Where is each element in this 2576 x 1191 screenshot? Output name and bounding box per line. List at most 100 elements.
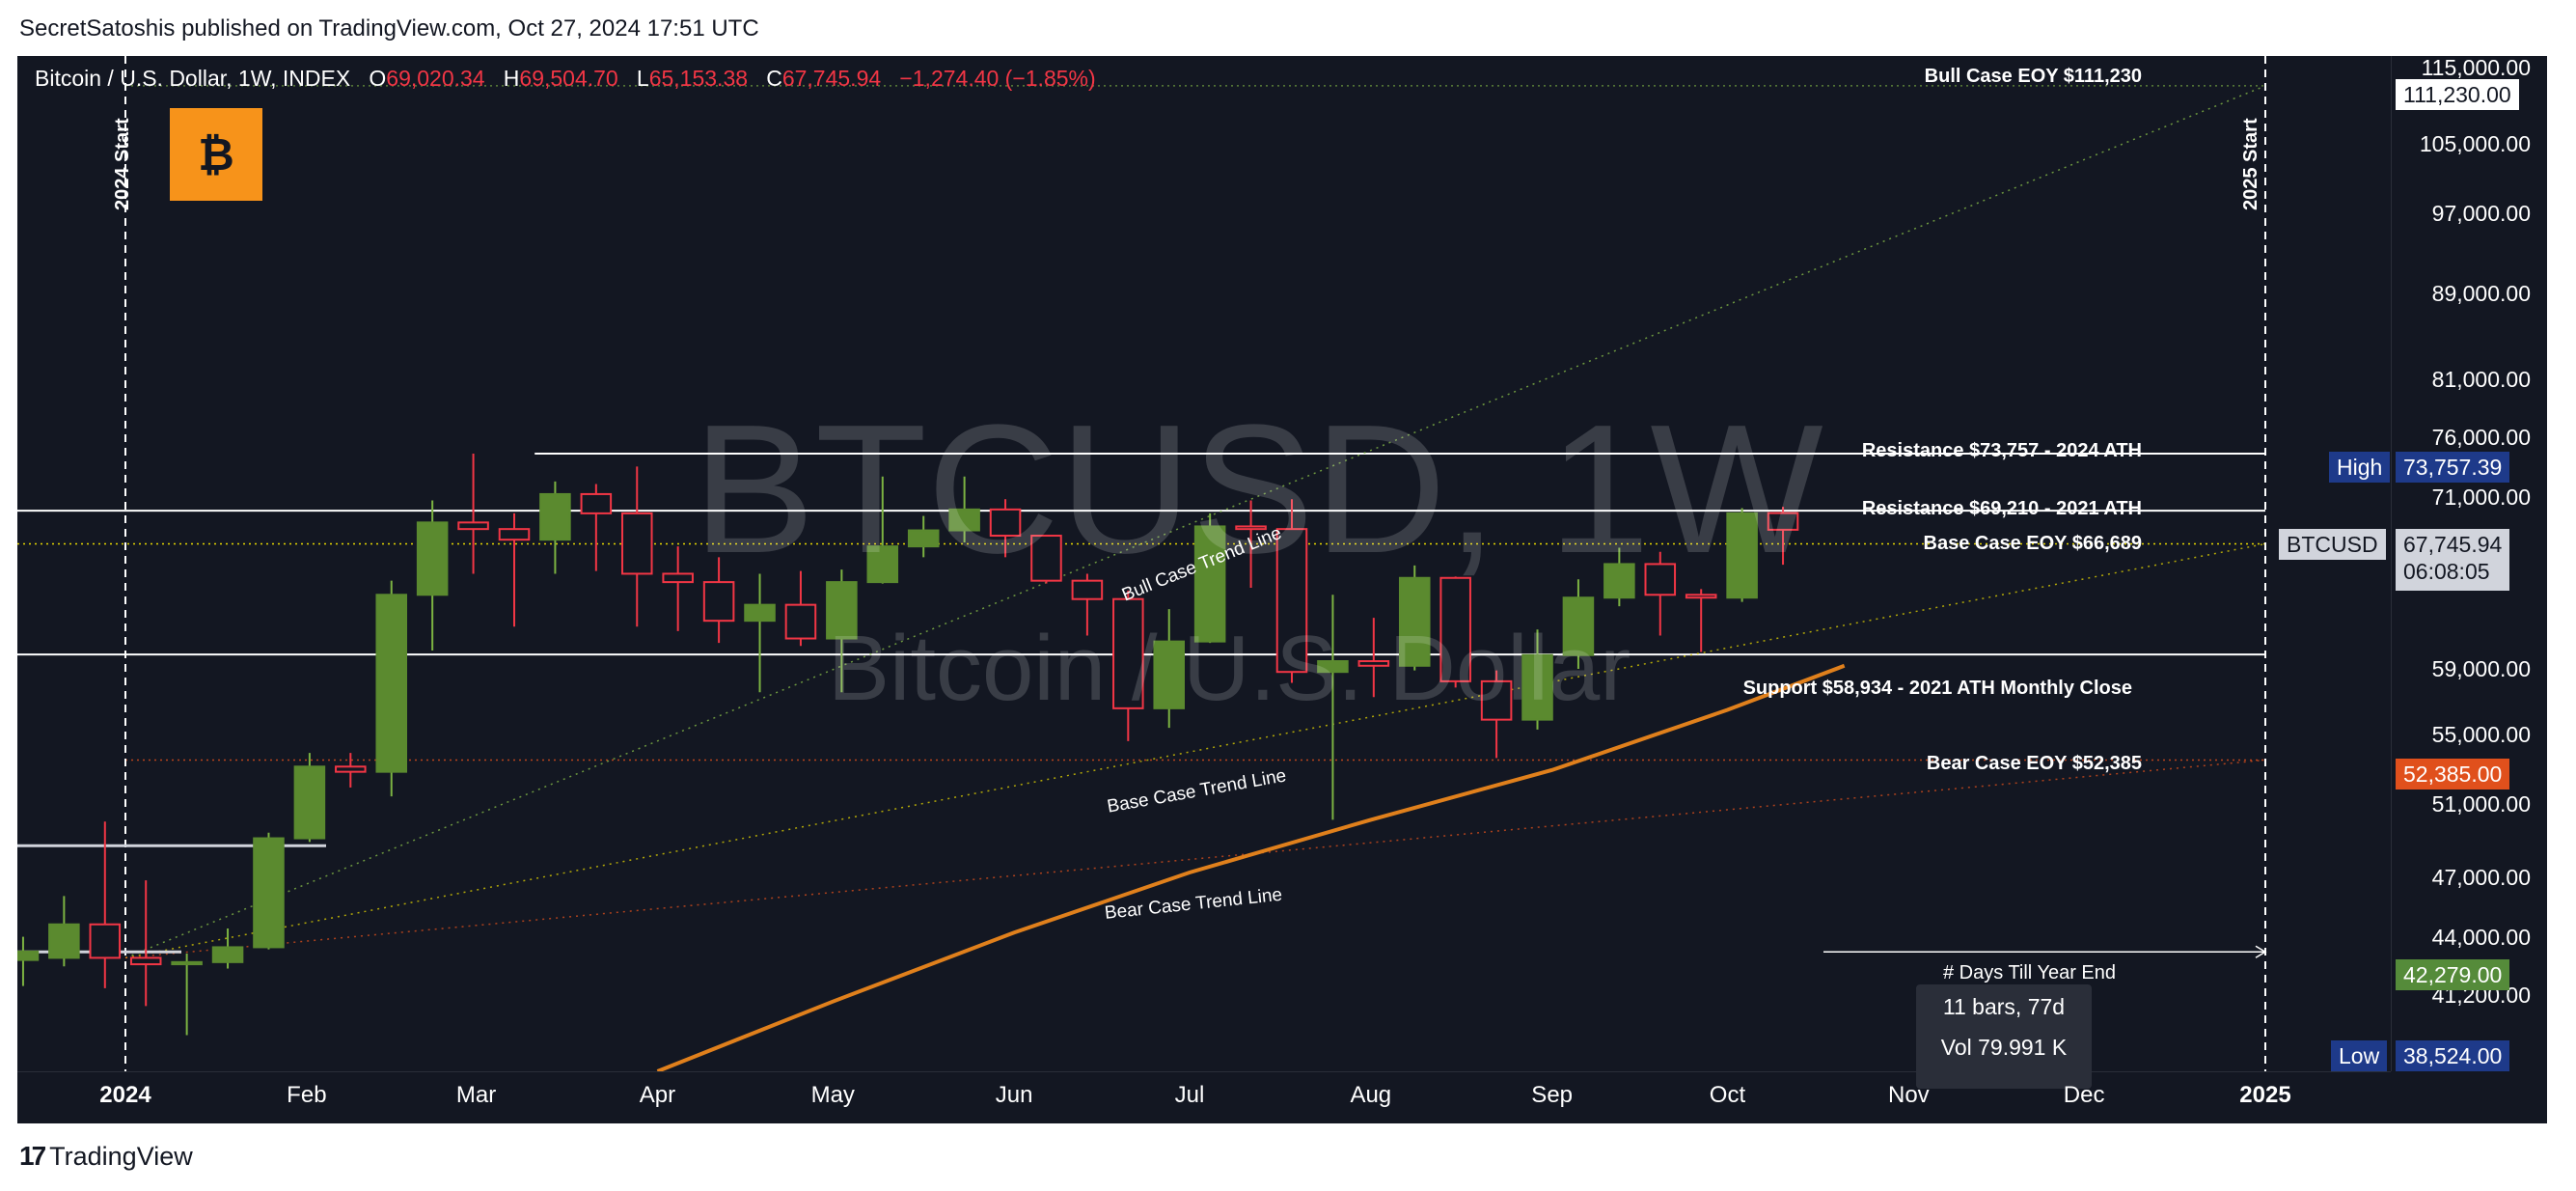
base-case-label: Base Case EOY $66,689 (1923, 533, 2142, 554)
candle-body-2024-08-05 (1398, 576, 1431, 667)
candle-body-2023-12-25 (89, 923, 122, 959)
bitcoin-logo-icon: ₿ (170, 108, 262, 201)
low-price-tag: 38,524.00 (2396, 1040, 2510, 1071)
last-price-tag: 67,745.94 06:08:05 (2396, 529, 2510, 591)
legend-close-value: 67,745.94 (781, 66, 882, 91)
candle-body-2024-01-29 (293, 765, 326, 840)
candle-body-2024-09-23 (1685, 594, 1717, 599)
candle-body-2024-02-19 (416, 521, 449, 596)
ytick-97000: 97,000.00 (2431, 201, 2531, 226)
chart-frame[interactable]: BTCUSD, 1W Bitcoin / U.S. Dollar Bitcoin… (17, 56, 2547, 1123)
footer (0, 1123, 2576, 1191)
price-chart[interactable] (17, 56, 2391, 1071)
publisher-text: SecretSatoshis published on TradingView.… (19, 15, 759, 42)
ohlc-legend: Bitcoin / U.S. Dollar, 1W, INDEX O69,020… (35, 66, 1096, 92)
candle-body-2024-06-03 (1030, 535, 1062, 582)
candle-body-2024-02-12 (375, 594, 408, 773)
candle-body-2024-01-15 (211, 946, 244, 963)
ytick-59000: 59,000.00 (2431, 656, 2531, 681)
legend-symbol: Bitcoin / U.S. Dollar, 1W, INDEX (35, 66, 351, 91)
ytick-76000: 76,000.00 (2431, 425, 2531, 450)
candle-body-2024-09-09 (1603, 563, 1635, 599)
low-label-tag: Low (2331, 1040, 2388, 1071)
candle-body-2024-05-13 (907, 529, 940, 548)
candle-body-2024-10-07 (1767, 512, 1799, 531)
price-axis[interactable]: 115,000.00 105,000.00 97,000.00 89,000.0… (2391, 56, 2547, 1071)
bull-price-tag: 111,230.00 (2396, 79, 2519, 110)
xtick-nov: Nov (1887, 1082, 1930, 1108)
tradingview-logo-icon: 17 (19, 1141, 46, 1171)
legend-open-label: O (369, 66, 387, 91)
ytick-55000: 55,000.00 (2431, 722, 2531, 747)
xtick-sep: Sep (1531, 1082, 1574, 1108)
tradingview-logo[interactable]: 17 TradingView (19, 1141, 193, 1172)
xtick-oct: Oct (1709, 1082, 1746, 1108)
publisher-header: SecretSatoshis published on TradingView.… (0, 0, 2576, 56)
candle-body-2024-03-04 (498, 528, 531, 541)
ytick-105000: 105,000.00 (2419, 131, 2531, 156)
tradingview-brand: TradingView (49, 1141, 193, 1171)
high-price-tag: 73,757.39 (2396, 452, 2510, 483)
candle-body-2024-07-08 (1235, 525, 1267, 531)
candle-body-2024-03-11 (539, 492, 571, 541)
ytick-115000: 115,000.00 (2421, 56, 2531, 80)
ytick-71000: 71,000.00 (2431, 485, 2531, 510)
resistance-2021-label: Resistance $69,210 - 2021 ATH (1861, 498, 2142, 519)
candle-body-2024-04-15 (744, 603, 776, 623)
candle-body-2024-01-22 (253, 837, 285, 949)
candle-body-2024-02-26 (457, 521, 489, 531)
start-2025-label: 2025 Start (2240, 118, 2261, 210)
legend-low-label: L (636, 66, 649, 91)
legend-open-value: 69,020.34 (386, 66, 485, 91)
candle-body-2024-06-17 (1112, 597, 1144, 709)
xtick-may: May (810, 1082, 855, 1108)
candle-body-2024-07-22 (1317, 660, 1349, 674)
ytick-51000: 51,000.00 (2431, 791, 2531, 817)
days-till-arrow-icon (2255, 945, 2267, 958)
legend-high-value: 69,504.70 (519, 66, 618, 91)
candle-body-2023-12-11 (17, 950, 40, 961)
candle-body-2024-06-10 (1071, 579, 1104, 600)
candle-body-2024-04-08 (702, 581, 735, 623)
support-label: Support $58,934 - 2021 ATH Monthly Close (1742, 678, 2132, 699)
ytick-47000: 47,000.00 (2431, 865, 2531, 890)
candle-body-2024-04-29 (826, 581, 858, 640)
candle-body-2024-05-27 (989, 508, 1022, 538)
bear-price-tag: 52,385.00 (2396, 759, 2510, 789)
trend-bear-case-trend-line (124, 759, 2266, 959)
xtick-apr: Apr (639, 1082, 676, 1108)
xtick-mar: Mar (455, 1082, 497, 1108)
candle-body-2024-08-19 (1480, 679, 1513, 721)
xtick-2025: 2025 (2239, 1082, 2291, 1108)
candle-body-2024-05-20 (948, 508, 980, 532)
measure-bars: 11 bars, 77d (1942, 994, 2066, 1019)
candle-body-2024-03-18 (580, 492, 613, 514)
start-2024-label: 2024 Start (112, 118, 133, 210)
candle-body-2024-03-25 (620, 512, 653, 575)
ytick-89000: 89,000.00 (2431, 281, 2531, 306)
moving-average-line (656, 663, 1846, 1071)
candle-body-2024-06-24 (1153, 640, 1186, 709)
candle-body-2024-02-05 (335, 765, 367, 773)
watermark-symbol: BTCUSD, 1W (693, 387, 1823, 592)
candle-body-2024-08-12 (1439, 576, 1471, 682)
time-axis[interactable]: 2024 Feb Mar Apr May Jun Jul Aug Sep Oct Nov Dec 202… (17, 1071, 2391, 1123)
xtick-jul: Jul (1174, 1082, 1205, 1108)
legend-close-label: C (766, 66, 782, 91)
candle-body-2023-12-18 (48, 923, 80, 959)
candle-body-2024-04-01 (662, 572, 694, 584)
xtick-jun: Jun (995, 1082, 1033, 1108)
candle-body-2024-07-01 (1193, 525, 1226, 643)
high-label-tag: High (2329, 452, 2391, 483)
legend-high-label: H (503, 66, 520, 91)
candle-body-2024-07-15 (1275, 528, 1308, 674)
xtick-aug: Aug (1350, 1082, 1392, 1108)
candle-body-2024-04-22 (784, 603, 817, 640)
measure-volume: Vol 79.991 K (1940, 1035, 2068, 1060)
watermark-description: Bitcoin / U.S. Dollar (828, 617, 1631, 720)
candle-body-2024-09-02 (1562, 596, 1595, 656)
bar-countdown: 06:08:05 (2403, 559, 2490, 584)
green-price-tag: 42,279.00 (2396, 959, 2510, 990)
last-price: 67,745.94 (2403, 532, 2503, 557)
days-till-label: # Days Till Year End (1943, 962, 2116, 983)
